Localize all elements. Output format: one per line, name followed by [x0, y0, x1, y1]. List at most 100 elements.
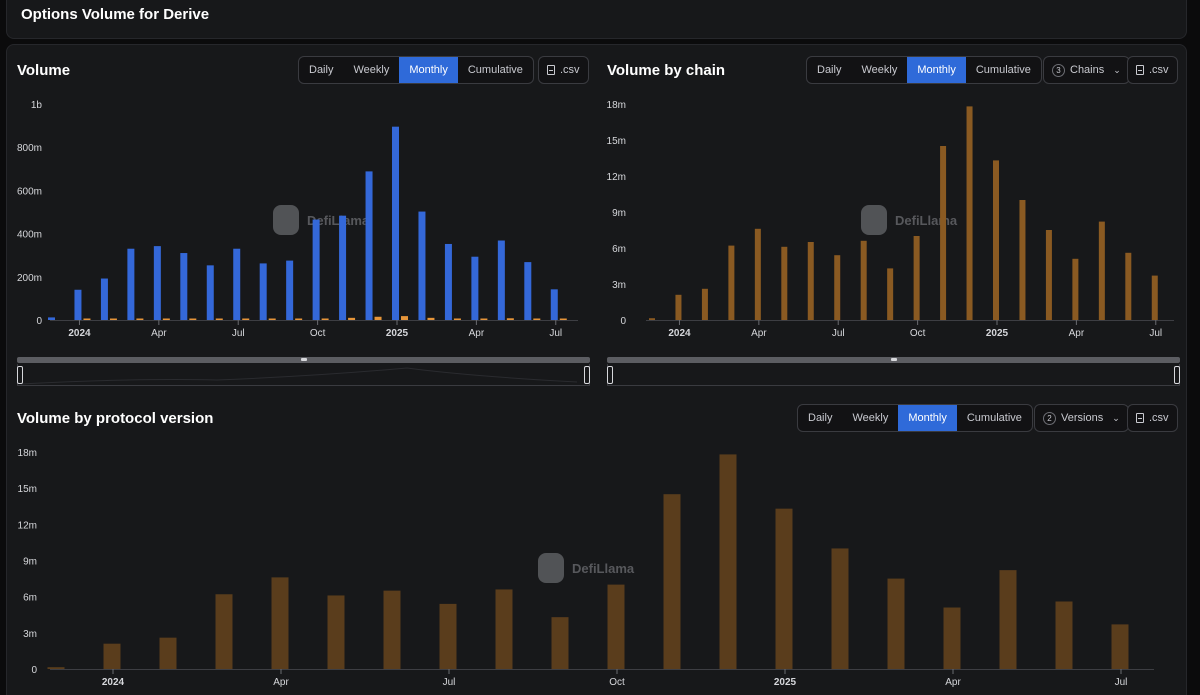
x-tick-label: 2025 — [986, 328, 1009, 339]
chart-bar — [383, 590, 401, 669]
chart-bar — [103, 643, 121, 669]
file-icon — [1136, 65, 1144, 75]
y-tick-label: 12m — [18, 520, 37, 531]
chart-bar — [100, 278, 108, 320]
y-tick-label: 3m — [612, 280, 626, 291]
y-tick-label: 0 — [36, 316, 42, 327]
chart-bar — [348, 317, 356, 320]
chart-bar — [649, 318, 655, 320]
chart-bar — [887, 268, 894, 320]
chart-bar — [663, 494, 681, 669]
chain-range-brush[interactable] — [607, 357, 1180, 389]
llama-logo-icon — [861, 205, 887, 235]
chain-csv-button[interactable]: .csv — [1127, 56, 1178, 84]
chart-bar — [559, 318, 567, 320]
chains-select[interactable]: 3 Chains ⌄ — [1043, 56, 1130, 84]
llama-logo-icon — [273, 205, 299, 235]
y-tick-label: 18m — [607, 100, 626, 111]
version-weekly-button[interactable]: Weekly — [852, 412, 889, 424]
file-icon — [1136, 413, 1144, 423]
llama-logo-shape — [273, 205, 299, 235]
y-tick-label: 600m — [17, 186, 42, 197]
x-tick-label: 2025 — [774, 677, 797, 688]
chart-bar — [206, 265, 214, 320]
version-period-toggle: Daily Weekly Monthly Cumulative — [797, 404, 1033, 432]
y-tick-label: 6m — [23, 593, 37, 604]
chart-bar — [943, 607, 961, 669]
y-tick-label: 200m — [17, 273, 42, 284]
version-monthly-button[interactable]: Monthly — [898, 405, 957, 431]
chain-weekly-button[interactable]: Weekly — [861, 64, 898, 76]
chart-bar — [913, 236, 920, 320]
chart-bar — [453, 318, 461, 320]
chain-cumulative-button[interactable]: Cumulative — [975, 64, 1031, 76]
chain-monthly-button[interactable]: Monthly — [907, 57, 966, 83]
volume-monthly-button[interactable]: Monthly — [399, 57, 458, 83]
versions-select[interactable]: 2 Versions ⌄ — [1034, 404, 1129, 432]
volume-chart: 0 200m 400m 600m 800m 1b DefiLlama 2024 Apr Jul Oc… — [17, 100, 578, 339]
version-csv-button[interactable]: .csv — [1127, 404, 1178, 432]
brush-handle-right[interactable] — [1174, 366, 1180, 384]
chart-bar — [365, 171, 373, 320]
x-tick-label: 2024 — [68, 328, 91, 339]
volume-csv-button[interactable]: .csv — [538, 56, 589, 84]
x-tick-label: Oct — [910, 328, 926, 339]
chart-bar — [1072, 258, 1079, 320]
chart-bar — [551, 617, 569, 669]
x-tick-label: Apr — [273, 677, 289, 688]
llama-logo-shape — [861, 205, 887, 235]
brush-grip[interactable] — [301, 358, 307, 361]
chart-bar — [74, 289, 82, 320]
x-tick-label: Jul — [549, 328, 562, 339]
chart-bar — [701, 288, 708, 320]
version-chart: 0 3m 6m 9m 12m 15m 18m DefiLlama 2024 Apr Jul Oct 20… — [18, 448, 1154, 688]
chart-bar — [533, 318, 541, 320]
chart-bar — [418, 211, 426, 320]
brush-grip[interactable] — [891, 358, 897, 361]
chart-bar — [162, 318, 170, 320]
chart-bar — [834, 255, 841, 320]
chart-bar — [781, 246, 788, 320]
chains-label: Chains — [1070, 64, 1105, 76]
version-cumulative-button[interactable]: Cumulative — [966, 412, 1022, 424]
chart-bar — [495, 589, 513, 669]
volume-cumulative-button[interactable]: Cumulative — [467, 64, 523, 76]
charts-panel — [6, 44, 1187, 695]
x-tick-label: 2025 — [386, 328, 409, 339]
page-title: Options Volume for Derive — [21, 6, 210, 23]
chevron-down-icon: ⌄ — [1112, 412, 1120, 423]
chart-bar — [180, 253, 188, 320]
x-tick-label: 2024 — [102, 677, 125, 688]
volume-daily-button[interactable]: Daily — [309, 64, 334, 76]
chart-bar — [268, 318, 276, 320]
x-tick-label: Apr — [151, 328, 167, 339]
y-tick-label: 0 — [31, 665, 37, 676]
brush-handle-left[interactable] — [607, 366, 613, 384]
chart-bar — [427, 317, 435, 320]
chart-bar — [887, 578, 905, 669]
brush-handle-right[interactable] — [584, 366, 590, 384]
brush-handle-left[interactable] — [17, 366, 23, 384]
chart-bar — [444, 243, 452, 320]
chain-chart: 0 3m 6m 9m 12m 15m 18m DefiLlama 2024 Apr Jul Oct 20… — [607, 100, 1174, 339]
chart-bar — [506, 318, 514, 320]
chart-bar — [312, 219, 320, 320]
volume-csv-label: .csv — [560, 64, 580, 76]
chart-bar — [831, 548, 849, 669]
volume-weekly-button[interactable]: Weekly — [353, 64, 390, 76]
version-daily-button[interactable]: Daily — [808, 412, 833, 424]
watermark-text: DefiLlama — [895, 213, 958, 228]
chart-bar — [159, 637, 177, 669]
chart-bar — [940, 146, 947, 320]
volume-range-brush[interactable] — [17, 357, 590, 389]
chart-bar — [215, 318, 223, 320]
chains-count-badge: 3 — [1052, 63, 1065, 77]
x-tick-label: Apr — [469, 328, 485, 339]
chart-bar — [48, 317, 55, 320]
chart-bar — [480, 318, 488, 320]
versions-count-badge: 2 — [1043, 411, 1056, 425]
watermark-text: DefiLlama — [307, 213, 370, 228]
chain-daily-button[interactable]: Daily — [817, 64, 842, 76]
y-tick-label: 3m — [23, 629, 37, 640]
x-tick-label: Apr — [945, 677, 961, 688]
